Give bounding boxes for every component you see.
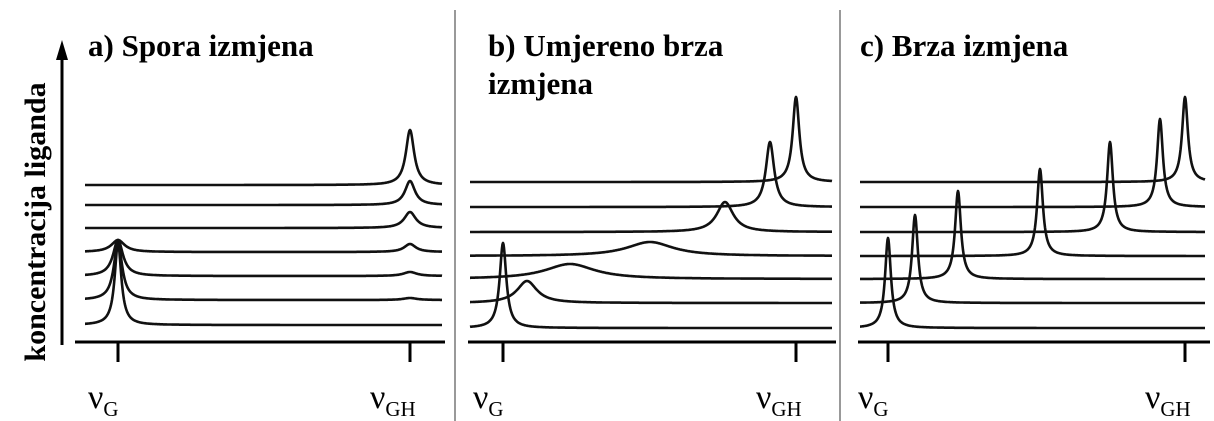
panel-title: a) Spora izmjena	[88, 28, 314, 63]
spectrum-line	[469, 140, 833, 209]
y-axis-label: koncentracija liganda	[19, 82, 52, 361]
spectrum-line	[859, 117, 1206, 209]
spectrum-line	[84, 179, 443, 207]
axis-label: νG	[88, 379, 119, 421]
spectrum-line	[859, 213, 1206, 305]
spectrum-line	[859, 140, 1206, 234]
nu-subscript: GH	[1160, 397, 1190, 421]
spectrum-line	[469, 241, 833, 330]
nu-subscript: GH	[385, 397, 415, 421]
spectrum-line	[84, 210, 443, 230]
axis-label: νG	[473, 379, 504, 421]
nu-subscript: GH	[771, 397, 801, 421]
nu-symbol: ν	[370, 379, 385, 416]
spectrum-line	[84, 238, 443, 278]
spectrum-line	[859, 167, 1206, 258]
spectrum-line	[469, 240, 833, 257]
axis-label: νGH	[1145, 379, 1191, 421]
panel-title: izmjena	[488, 66, 594, 101]
spectrum-line	[84, 241, 443, 327]
nu-subscript: G	[488, 397, 503, 421]
nu-subscript: G	[103, 397, 118, 421]
panel-title: c) Brza izmjena	[860, 28, 1069, 63]
spectrum-line	[84, 240, 443, 302]
spectrum-line	[469, 262, 833, 281]
spectrum-line	[859, 95, 1206, 184]
nu-symbol: ν	[858, 379, 873, 416]
axis-label: νGH	[756, 379, 802, 421]
spectrum-line	[84, 128, 443, 187]
panel-title: b) Umjereno brza	[488, 28, 724, 63]
spectrum-line	[859, 236, 1206, 330]
spectrum-line	[469, 95, 833, 184]
nu-subscript: G	[873, 397, 888, 421]
y-arrowhead	[56, 40, 68, 60]
nu-symbol: ν	[1145, 379, 1160, 416]
nu-symbol: ν	[88, 379, 103, 416]
spectrum-line	[859, 189, 1206, 281]
spectrum-line	[84, 238, 443, 254]
spectrum-line	[469, 200, 833, 234]
nu-symbol: ν	[473, 379, 488, 416]
axis-label: νGH	[370, 379, 416, 421]
axis-label: νG	[858, 379, 889, 421]
spectrum-line	[469, 279, 833, 305]
nu-symbol: ν	[756, 379, 771, 416]
